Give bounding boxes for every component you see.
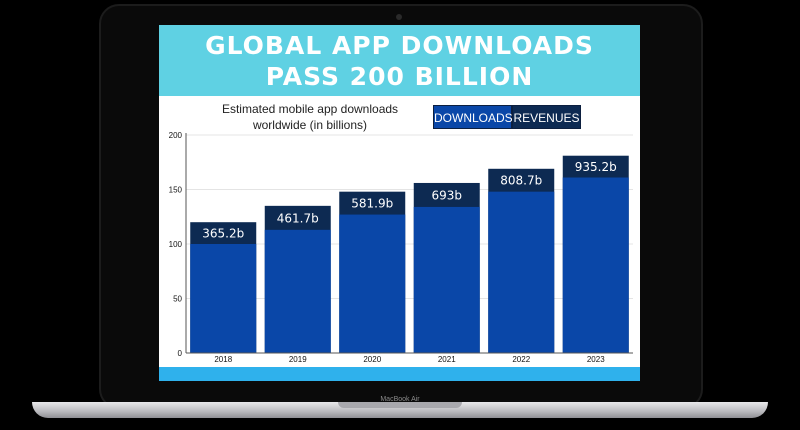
bottom-band [159, 367, 640, 381]
revenues-toggle-button[interactable]: REVENUES [512, 105, 581, 129]
bar-chart: 0 50 100 150 200 365.2b 2018 461.7b 2019 581.9b 20… [169, 131, 633, 364]
y-tick-label: 100 [169, 240, 183, 249]
laptop-hinge-notch [338, 402, 462, 408]
camera-icon [396, 14, 402, 20]
bar [562, 177, 629, 353]
bar-data-label: 693b [431, 188, 462, 202]
chart-subtitle: Estimated mobile app downloads worldwide… [195, 101, 425, 133]
title-line-1: GLOBAL APP DOWNLOADS [205, 31, 594, 60]
x-tick-label: 2020 [363, 355, 381, 364]
screen: GLOBAL APP DOWNLOADS PASS 200 BILLION Es… [159, 25, 640, 381]
x-tick-label: 2019 [289, 355, 307, 364]
bar [488, 191, 555, 353]
laptop-base [32, 402, 768, 418]
y-tick-label: 200 [169, 131, 183, 140]
y-tick-label: 0 [178, 349, 183, 358]
bar-data-label: 581.9b [351, 197, 393, 211]
bar-data-label: 461.7b [277, 211, 319, 225]
bar-data-label: 365.2b [202, 227, 244, 241]
bar-data-label: 935.2b [575, 160, 617, 174]
title-banner: GLOBAL APP DOWNLOADS PASS 200 BILLION [159, 25, 640, 96]
bar [264, 229, 331, 353]
chart-subtitle-line-1: Estimated mobile app downloads [221, 102, 399, 116]
y-tick-label: 50 [173, 295, 182, 304]
downloads-toggle-button[interactable]: DOWNLOADS [433, 105, 513, 129]
y-tick-label: 150 [169, 186, 183, 195]
device-model-label: MacBook Air [380, 396, 420, 403]
bar [339, 214, 406, 353]
bar-data-label: 808.7b [500, 174, 542, 188]
title-line-2: PASS 200 BILLION [265, 62, 534, 91]
x-tick-label: 2021 [438, 355, 456, 364]
bar [190, 244, 257, 353]
chart-subtitle-line-2: worldwide (in billions) [252, 118, 368, 132]
x-tick-label: 2023 [587, 355, 605, 364]
x-tick-label: 2018 [214, 355, 232, 364]
x-tick-label: 2022 [512, 355, 530, 364]
bar [413, 206, 480, 353]
